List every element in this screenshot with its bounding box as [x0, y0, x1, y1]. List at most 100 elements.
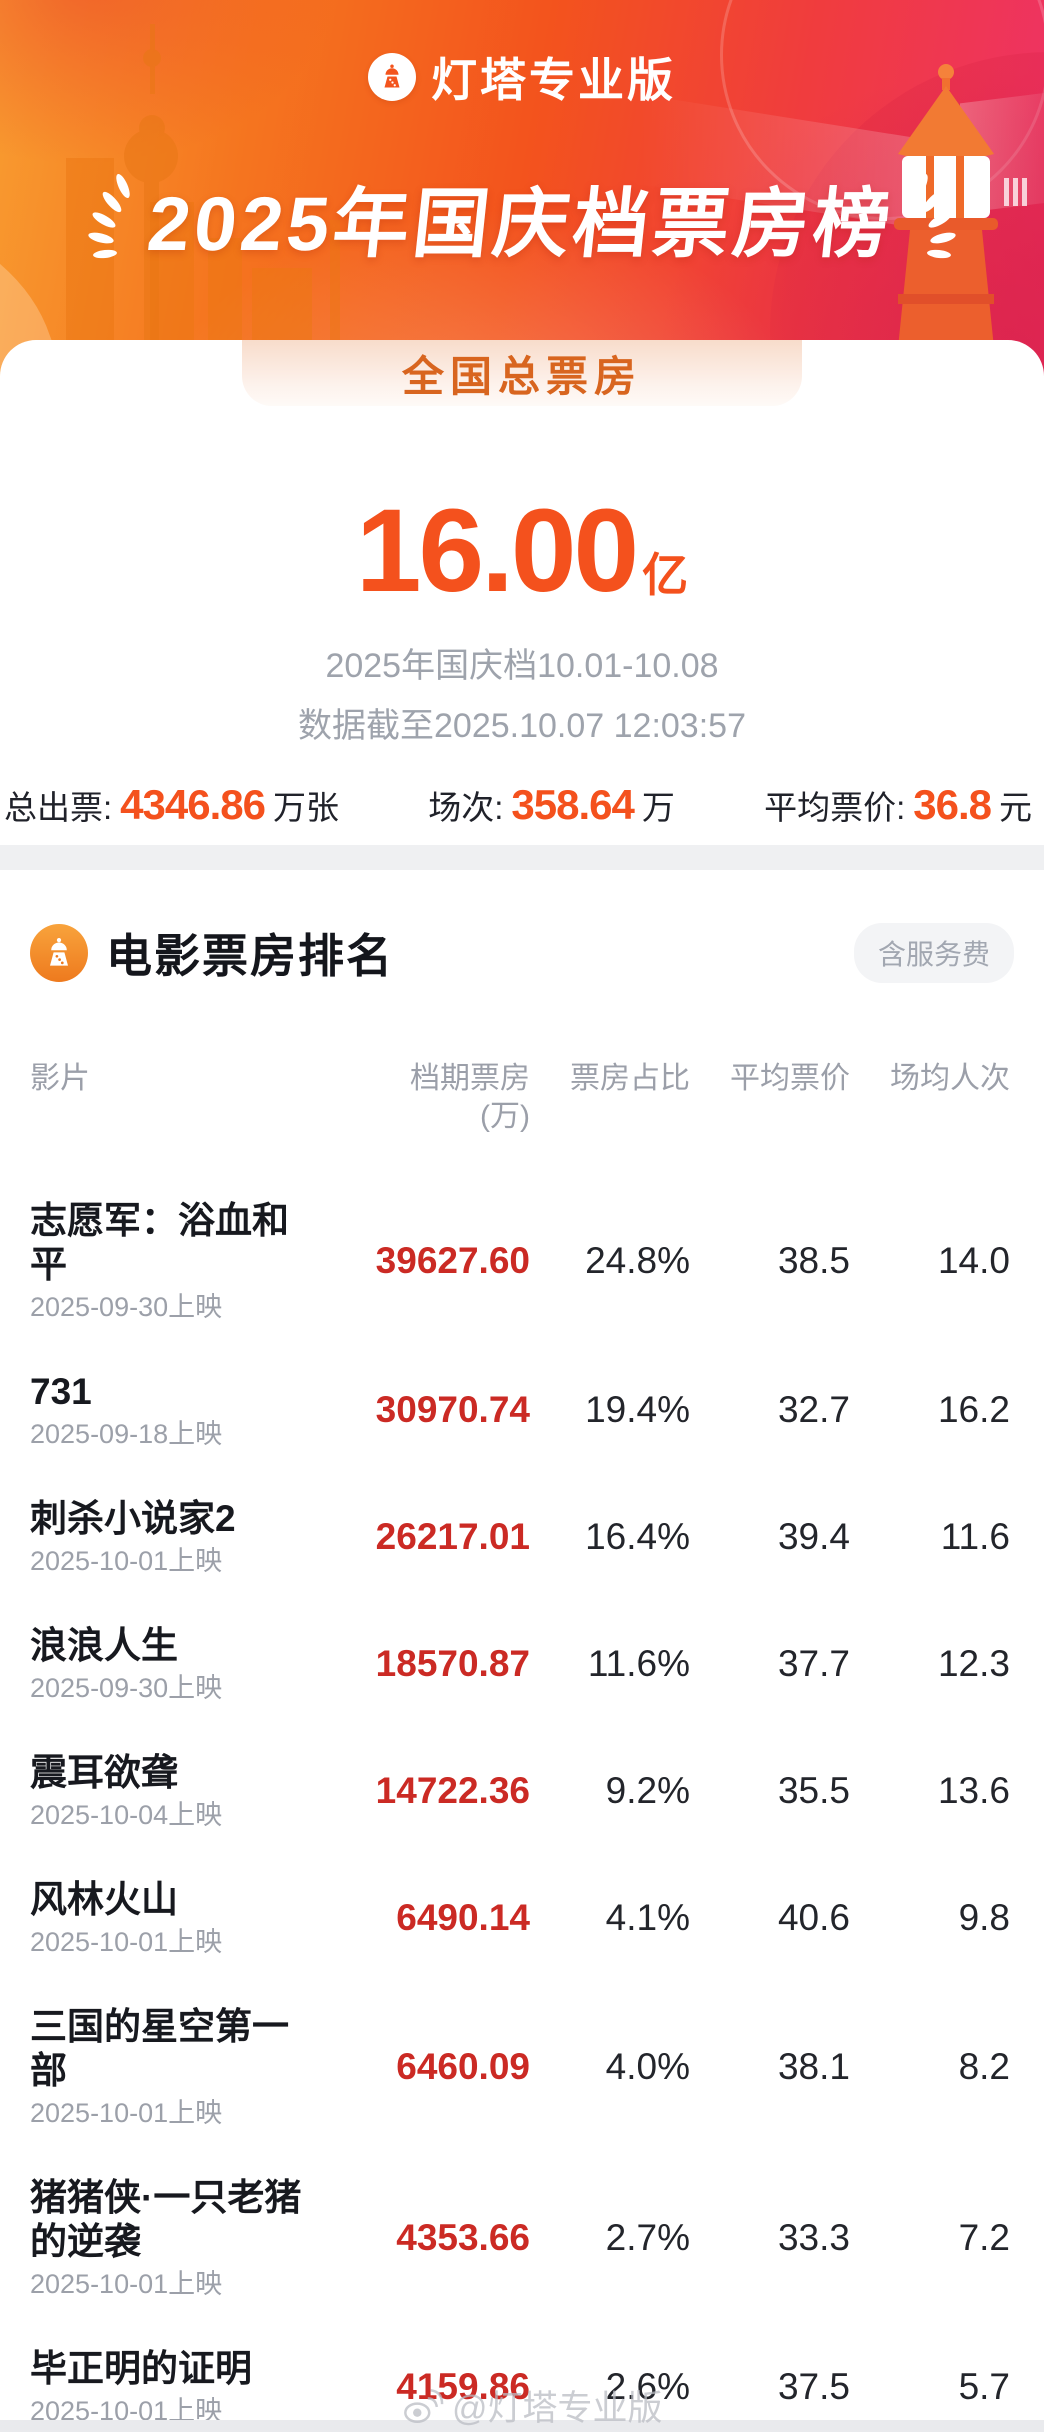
laurel-right-icon: [913, 174, 956, 259]
lighthouse-icon: [384, 64, 400, 88]
table-row[interactable]: 浪浪人生 2025-09-30上映 18570.87 11.6% 37.7 12…: [30, 1600, 1010, 1727]
movie-release-date: 2025-09-30上映: [30, 1673, 223, 1703]
watermark-text: @灯塔专业版: [452, 2389, 663, 2428]
col-gross: 档期票房 (万): [350, 1060, 530, 1136]
movie-title: 震耳欲聋: [30, 1752, 178, 1793]
movie-release-date: 2025-09-30上映: [30, 1292, 223, 1322]
movie-cell: 浪浪人生 2025-09-30上映: [30, 1624, 350, 1703]
avg-price-value: 32.7: [777, 1388, 850, 1430]
laurel-left-icon: [88, 174, 131, 259]
stat-unit: 万张: [273, 789, 339, 826]
attendance-value: 13.6: [937, 1769, 1010, 1811]
movie-title: 三国的星空第一部: [30, 2006, 289, 2091]
stat-label: 平均票价:: [764, 789, 906, 826]
table-header: 影片 档期票房 (万) 票房占比 平均票价 场均人次: [30, 1060, 1010, 1136]
ranking-title: 电影票房排名: [106, 930, 394, 982]
col-attendance: 场均人次: [890, 1062, 1010, 1095]
gross-value: 6460.09: [396, 2045, 530, 2087]
movie-release-date: 2025-09-18上映: [30, 1419, 223, 1449]
stat-tickets: 总出票: 4346.86 万张: [4, 781, 339, 829]
share-value: 2.6%: [605, 2365, 690, 2407]
service-fee-badge: 含服务费: [853, 923, 1014, 983]
col-avg-price: 平均票价: [730, 1062, 850, 1095]
table-row[interactable]: 风林火山 2025-10-01上映 6490.14 4.1% 40.6 9.8: [30, 1854, 1010, 1981]
movie-cell: 731 2025-09-18上映: [30, 1370, 350, 1449]
table-row[interactable]: 猪猪侠·一只老猪的逆袭 2025-10-01上映 4353.66 2.7% 33…: [30, 2152, 1010, 2323]
national-total-badge: 全国总票房: [242, 340, 802, 406]
national-total-label: 全国总票房: [401, 352, 642, 400]
share-value: 4.0%: [605, 2045, 690, 2087]
table-row[interactable]: 731 2025-09-18上映 30970.74 19.4% 32.7 16.…: [30, 1346, 1010, 1473]
stat-value: 358.64: [511, 781, 634, 828]
attendance-value: 12.3: [937, 1642, 1010, 1684]
share-value: 16.4%: [585, 1515, 690, 1557]
share-value: 2.7%: [605, 2216, 690, 2258]
avg-price-value: 40.6: [777, 1896, 850, 1938]
brand-name: 灯塔专业版: [431, 54, 676, 106]
movie-title: 毕正明的证明: [30, 2348, 252, 2389]
col-movie: 影片: [30, 1062, 90, 1095]
attendance-value: 8.2: [958, 2045, 1010, 2087]
gross-value: 30970.74: [375, 1388, 530, 1430]
table-row[interactable]: 刺杀小说家2 2025-10-01上映 26217.01 16.4% 39.4 …: [30, 1473, 1010, 1600]
avg-price-value: 39.4: [777, 1515, 850, 1557]
movie-release-date: 2025-10-01上映: [30, 1927, 223, 1957]
summary-stats: 总出票: 4346.86 万张 场次: 358.64 万 平均票价: 36.8 …: [0, 781, 1044, 845]
table-row[interactable]: 三国的星空第一部 2025-10-01上映 6460.09 4.0% 38.1 …: [30, 1981, 1010, 2152]
avg-price-value: 38.1: [777, 2045, 850, 2087]
hero-title-row: 2025年国庆档票房榜: [0, 162, 1044, 272]
avg-price-value: 35.5: [777, 1769, 850, 1811]
gross-value: 4159.86: [396, 2365, 530, 2407]
movie-release-date: 2025-10-04上映: [30, 1800, 223, 1830]
movie-release-date: 2025-10-01上映: [30, 1546, 223, 1576]
share-value: 11.6%: [587, 1642, 690, 1684]
ranking-logo: [30, 924, 88, 982]
stat-value: 4346.86: [120, 781, 266, 828]
movie-cell: 风林火山 2025-10-01上映: [30, 1878, 350, 1957]
attendance-value: 7.2: [958, 2216, 1010, 2258]
avg-price-value: 37.5: [777, 2365, 850, 2407]
lighthouse-illustration: [894, 64, 1027, 348]
stat-unit: 万: [641, 789, 675, 826]
share-value: 24.8%: [585, 1239, 690, 1281]
hero-banner: 灯塔专业版 2025年国庆档票房榜: [0, 0, 1044, 380]
page-title: 2025年国庆档票房榜: [144, 182, 899, 267]
attendance-value: 11.6: [940, 1515, 1010, 1557]
stat-label: 场次:: [428, 789, 504, 826]
lighthouse-icon: [50, 938, 68, 966]
stat-avg-price: 平均票价: 36.8 元: [764, 781, 1032, 829]
data-cutoff-label: 数据截至2025.10.07 12:03:57: [298, 707, 746, 745]
movie-title: 风林火山: [30, 1879, 178, 1920]
brand-logo: [368, 53, 416, 101]
movie-cell: 三国的星空第一部 2025-10-01上映: [30, 2005, 350, 2128]
share-value: 9.2%: [605, 1769, 690, 1811]
attendance-value: 9.8: [958, 1896, 1010, 1938]
col-gross-unit: (万): [480, 1100, 530, 1133]
movie-cell: 震耳欲聋 2025-10-04上映: [30, 1751, 350, 1830]
share-value: 19.4%: [585, 1388, 690, 1430]
table-row[interactable]: 志愿军：浴血和平 2025-09-30上映 39627.60 24.8% 38.…: [30, 1175, 1010, 1346]
avg-price-value: 37.7: [777, 1642, 850, 1684]
gross-value: 18570.87: [375, 1642, 530, 1684]
total-box-office: 16.00 亿: [0, 492, 1044, 610]
gross-value: 26217.01: [375, 1515, 530, 1557]
weibo-icon: [404, 2388, 444, 2423]
table-row[interactable]: 震耳欲聋 2025-10-04上映 14722.36 9.2% 35.5 13.…: [30, 1727, 1010, 1854]
gross-value: 14722.36: [375, 1769, 530, 1811]
total-unit: 亿: [642, 549, 689, 601]
total-value: 16.00: [355, 485, 639, 617]
movie-cell: 刺杀小说家2 2025-10-01上映: [30, 1497, 350, 1576]
table-row[interactable]: 毕正明的证明 2025-10-01上映 4159.86 2.6% 37.5 5.…: [30, 2323, 1010, 2432]
share-value: 4.1%: [605, 1896, 690, 1938]
movie-title: 浪浪人生: [30, 1625, 178, 1666]
attendance-value: 5.7: [958, 2365, 1010, 2407]
attendance-value: 14.0: [937, 1239, 1010, 1281]
gross-value: 4353.66: [396, 2216, 530, 2258]
attendance-value: 16.2: [937, 1388, 1010, 1430]
table-body: 志愿军：浴血和平 2025-09-30上映 39627.60 24.8% 38.…: [30, 1175, 1010, 2432]
movie-title: 志愿军：浴血和平: [30, 1200, 289, 1285]
avg-price-value: 38.5: [777, 1239, 850, 1281]
bottom-strip: [0, 2420, 1044, 2432]
ranking-header: 电影票房排名 含服务费: [0, 870, 1044, 986]
